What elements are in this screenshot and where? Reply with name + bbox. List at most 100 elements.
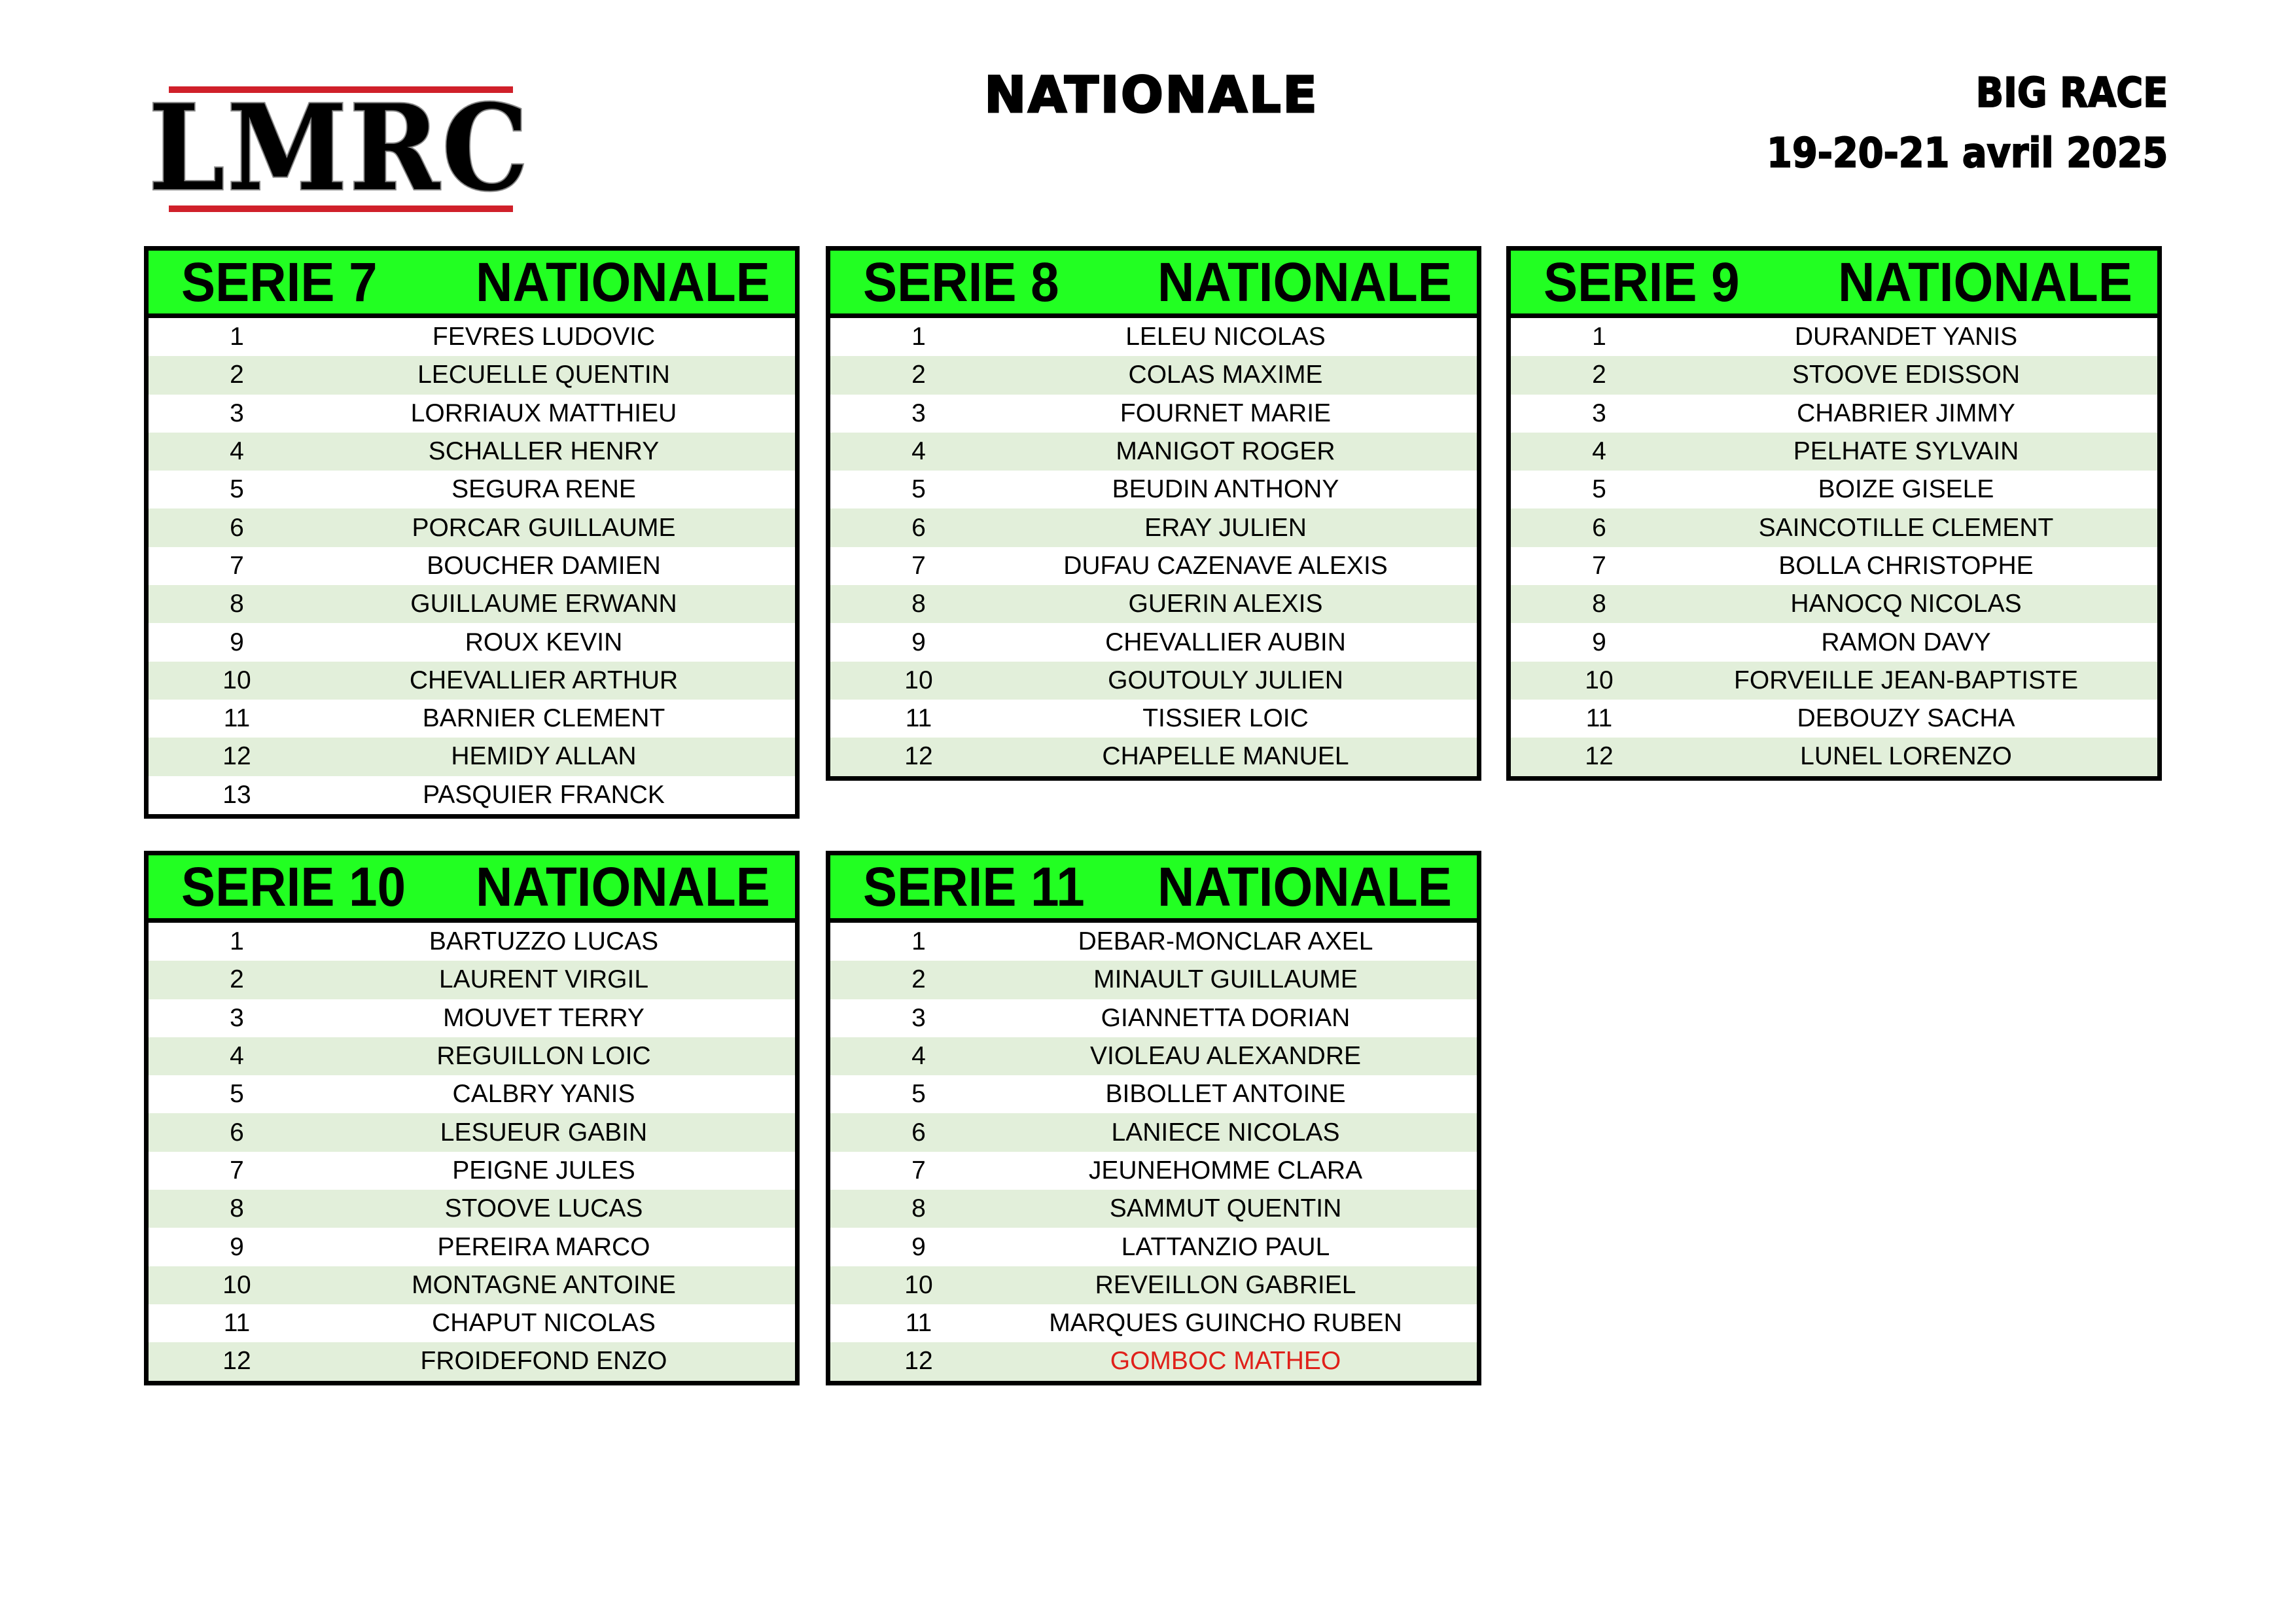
rider-name: LELEU NICOLAS (1125, 323, 1326, 351)
rider-number: 10 (1585, 666, 1614, 694)
rider-name: LORRIAUX MATTHIEU (410, 399, 677, 427)
rider-name: CHEVALLIER AUBIN (1105, 628, 1346, 656)
rider-number: 1 (911, 927, 926, 956)
rider-name: REVEILLON GABRIEL (1095, 1270, 1356, 1299)
rider-number: 2 (1592, 361, 1606, 389)
event-info: BIG RACE 19-20-21 avril 2025 (1722, 63, 2168, 183)
rider-row: 8 HANOCQ NICOLAS (1511, 585, 2157, 624)
rider-number: 12 (904, 742, 933, 771)
event-dates: 19-20-21 avril 2025 (1766, 128, 2168, 177)
rider-name: SAINCOTILLE CLEMENT (1758, 513, 2054, 542)
rider-name: ERAY JULIEN (1144, 513, 1307, 542)
rider-row: 8 STOOVE LUCAS (149, 1190, 795, 1228)
rider-number: 9 (1592, 628, 1606, 656)
rider-number: 9 (230, 1232, 244, 1261)
rider-row: 4 PELHATE SYLVAIN (1511, 432, 2157, 471)
rider-number: 10 (222, 1270, 251, 1299)
rider-number: 3 (911, 399, 926, 427)
rider-number: 11 (905, 704, 932, 733)
rider-row: 12 CHAPELLE MANUEL (830, 738, 1477, 776)
serie-category: NATIONALE (1157, 855, 1452, 918)
rider-number: 4 (230, 1042, 244, 1071)
rider-row: 7 JEUNEHOMME CLARA (830, 1152, 1477, 1190)
rider-number: 1 (1592, 323, 1606, 351)
rider-number: 9 (911, 1232, 926, 1261)
rider-row: 11 MARQUES GUINCHO RUBEN (830, 1304, 1477, 1342)
event-name: BIG RACE (1975, 68, 2168, 117)
logo-text: LMRC (147, 79, 531, 217)
rider-name: BOIZE GISELE (1818, 475, 1994, 504)
rider-row: 9 ROUX KEVIN (149, 623, 795, 661)
rider-row: 4 SCHALLER HENRY (149, 432, 795, 471)
rider-row: 1 FEVRES LUDOVIC (149, 318, 795, 356)
rider-row: 9 LATTANZIO PAUL (830, 1228, 1477, 1266)
rider-name: SCHALLER HENRY (428, 437, 660, 466)
rider-number: 7 (230, 1156, 244, 1185)
rider-name: GOMBOC MATHEO (1110, 1347, 1341, 1376)
serie-category: NATIONALE (1838, 251, 2132, 313)
rider-number: 7 (1592, 551, 1606, 580)
rider-number: 12 (1585, 742, 1614, 771)
logo-red-bar-bottom (169, 205, 513, 212)
rider-number: 7 (911, 1156, 926, 1185)
serie-table: SERIE 7 NATIONALE 1 FEVRES LUDOVIC 2 LEC… (144, 246, 800, 819)
rider-list: 1 DEBAR-MONCLAR AXEL 2 MINAULT GUILLAUME… (830, 923, 1477, 1381)
serie-label: SERIE 11 (863, 855, 1085, 918)
rider-row: 3 LORRIAUX MATTHIEU (149, 395, 795, 433)
rider-number: 9 (230, 628, 244, 656)
rider-number: 8 (1592, 590, 1606, 618)
rider-row: 12 GOMBOC MATHEO (830, 1342, 1477, 1381)
rider-row: 8 GUERIN ALEXIS (830, 585, 1477, 624)
rider-name: BARTUZZO LUCAS (429, 927, 659, 956)
rider-number: 12 (222, 1347, 251, 1376)
rider-row: 6 ERAY JULIEN (830, 508, 1477, 547)
rider-number: 3 (1592, 399, 1606, 427)
rider-name: MANIGOT ROGER (1116, 437, 1335, 466)
rider-number: 11 (223, 704, 251, 733)
rider-row: 5 SEGURA RENE (149, 471, 795, 508)
rider-row: 11 TISSIER LOIC (830, 700, 1477, 738)
rider-name: TISSIER LOIC (1142, 704, 1309, 733)
rider-number: 10 (904, 1270, 933, 1299)
rider-number: 5 (230, 1080, 244, 1109)
rider-name: PORCAR GUILLAUME (412, 513, 676, 542)
rider-row: 3 CHABRIER JIMMY (1511, 395, 2157, 433)
serie-label: SERIE 9 (1544, 251, 1740, 313)
rider-name: SEGURA RENE (451, 475, 636, 504)
rider-row: 10 FORVEILLE JEAN-BAPTISTE (1511, 661, 2157, 700)
rider-row: 12 HEMIDY ALLAN (149, 738, 795, 776)
rider-number: 13 (222, 780, 251, 809)
serie-label: SERIE 8 (863, 251, 1059, 313)
rider-row: 6 LESUEUR GABIN (149, 1113, 795, 1152)
rider-number: 10 (904, 666, 933, 694)
rider-name: LUNEL LORENZO (1800, 742, 2012, 771)
rider-row: 10 GOUTOULY JULIEN (830, 661, 1477, 700)
serie-header: SERIE 11 NATIONALE (830, 855, 1477, 923)
rider-row: 6 PORCAR GUILLAUME (149, 508, 795, 547)
rider-number: 5 (911, 1080, 926, 1109)
serie-header: SERIE 8 NATIONALE (830, 251, 1477, 318)
rider-name: LESUEUR GABIN (440, 1118, 648, 1147)
rider-name: COLAS MAXIME (1128, 361, 1323, 389)
rider-number: 8 (911, 590, 926, 618)
rider-number: 9 (911, 628, 926, 656)
rider-number: 6 (230, 1118, 244, 1147)
rider-number: 3 (911, 1003, 926, 1032)
rider-name: BARNIER CLEMENT (422, 704, 665, 733)
serie-header: SERIE 7 NATIONALE (149, 251, 795, 318)
rider-row: 7 BOLLA CHRISTOPHE (1511, 547, 2157, 585)
rider-name: PELHATE SYLVAIN (1793, 437, 2019, 466)
rider-row: 9 RAMON DAVY (1511, 623, 2157, 661)
rider-name: CALBRY YANIS (452, 1080, 635, 1109)
rider-row: 6 SAINCOTILLE CLEMENT (1511, 508, 2157, 547)
rider-number: 7 (230, 551, 244, 580)
serie-table: SERIE 9 NATIONALE 1 DURANDET YANIS 2 STO… (1506, 246, 2162, 781)
rider-number: 8 (230, 1194, 244, 1223)
rider-row: 2 LAURENT VIRGIL (149, 961, 795, 999)
rider-number: 12 (222, 742, 251, 771)
rider-name: GIANNETTA DORIAN (1101, 1003, 1351, 1032)
rider-name: BOLLA CHRISTOPHE (1778, 551, 2034, 580)
rider-name: FORVEILLE JEAN-BAPTISTE (1734, 666, 2078, 694)
rider-number: 1 (911, 323, 926, 351)
rider-row: 13 PASQUIER FRANCK (149, 776, 795, 814)
